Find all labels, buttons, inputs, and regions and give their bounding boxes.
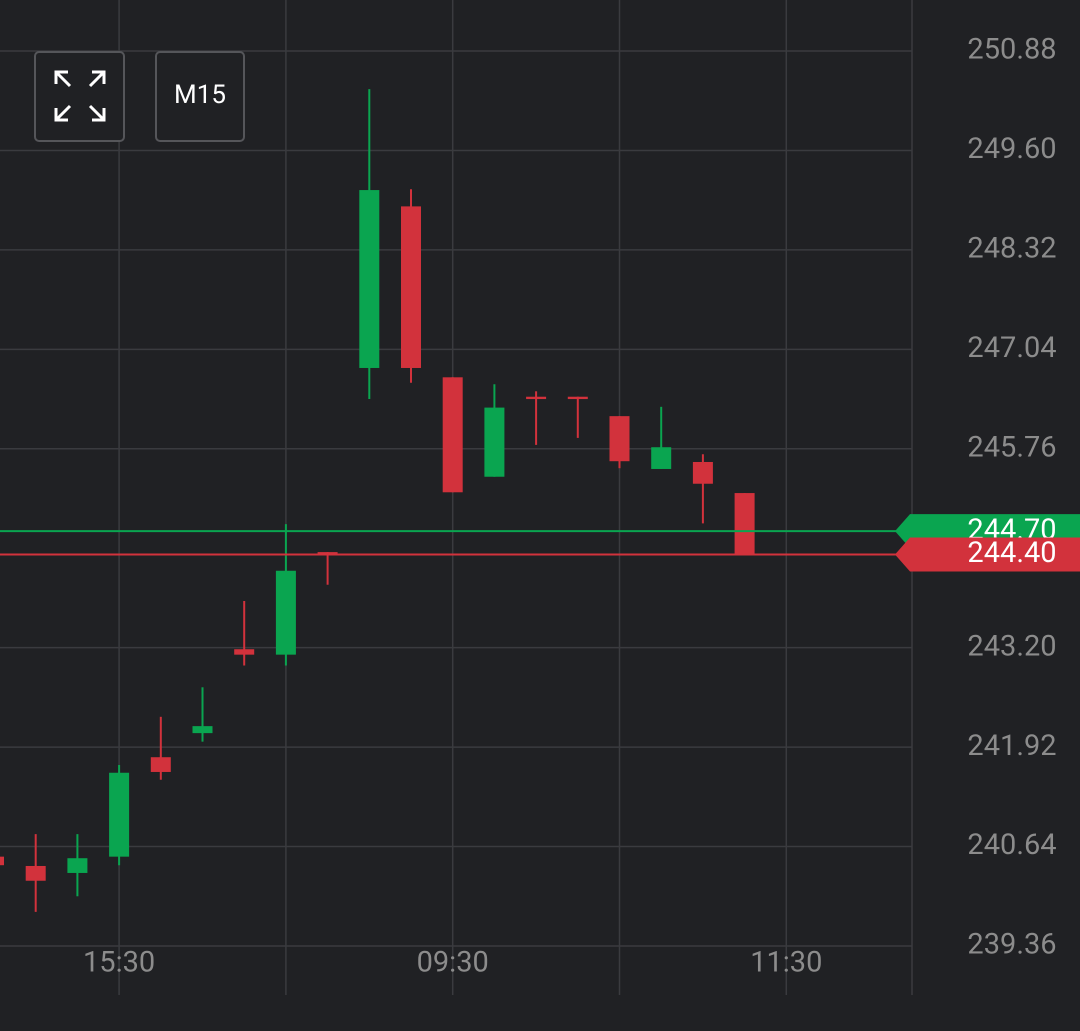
y-tick-label: 249.60 xyxy=(967,132,1056,166)
price-label: 244.40 xyxy=(967,536,1056,570)
y-tick-label: 239.36 xyxy=(967,928,1056,962)
candle-body xyxy=(401,206,421,368)
y-tick-label: 248.32 xyxy=(967,232,1056,266)
y-tick-label: 250.88 xyxy=(967,33,1056,67)
price-badge xyxy=(895,537,1080,572)
candle-body xyxy=(526,396,547,400)
x-tick-label: 11:30 xyxy=(750,946,822,980)
expand-icon xyxy=(54,70,106,122)
y-tick-label: 247.04 xyxy=(967,331,1056,365)
candle-body xyxy=(734,493,755,554)
y-tick-label: 240.64 xyxy=(967,828,1056,862)
candle-body xyxy=(651,447,672,469)
candle-body xyxy=(317,552,338,555)
button-frame[interactable] xyxy=(155,51,245,142)
candle-body xyxy=(484,407,505,477)
candle-body xyxy=(25,865,46,881)
button-frame[interactable] xyxy=(34,51,125,142)
y-tick-label: 241.92 xyxy=(967,729,1056,763)
timeframe-label[interactable]: M15 xyxy=(174,80,226,110)
candle-body xyxy=(442,377,463,493)
candle-body xyxy=(609,416,630,462)
x-tick-label: 15:30 xyxy=(83,946,155,980)
candle-body xyxy=(234,649,255,655)
candle-body xyxy=(692,461,713,484)
candle-body xyxy=(359,190,380,368)
candle-body xyxy=(67,858,88,873)
candle-body xyxy=(275,570,296,655)
candle-body xyxy=(192,726,213,734)
candle-body xyxy=(109,772,130,857)
candles xyxy=(0,89,912,912)
x-tick-label: 09:30 xyxy=(417,946,489,980)
y-tick-label: 243.20 xyxy=(967,629,1056,663)
expand-button[interactable] xyxy=(34,51,125,142)
candle-body xyxy=(150,757,171,772)
labels: 239.36 240.64 241.92 243.20 245.76 247.04 248.… xyxy=(83,33,1080,980)
candle-body xyxy=(0,856,4,866)
y-tick-label: 245.76 xyxy=(967,430,1056,464)
candle-body xyxy=(567,396,588,400)
timeframe-button[interactable]: M15 xyxy=(155,51,245,142)
